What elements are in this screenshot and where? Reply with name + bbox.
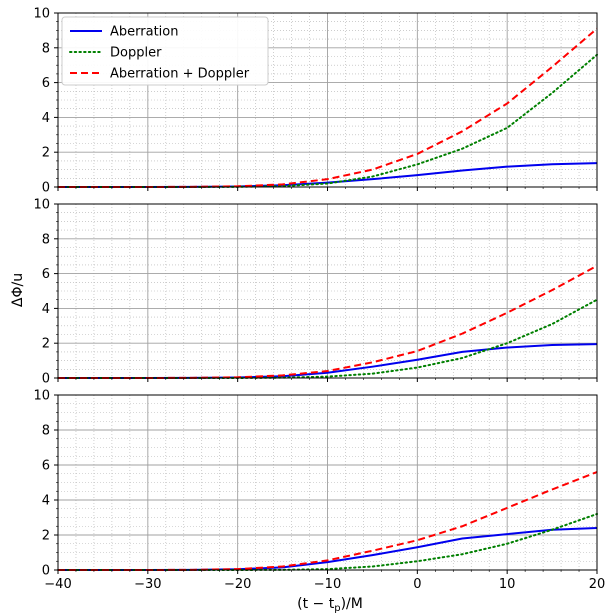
y-axis-label: ΔΦ/u	[10, 273, 26, 307]
y-tick-label: 2	[42, 529, 50, 544]
legend-label-2: Doppler	[110, 46, 162, 61]
y-tick-label: 6	[42, 267, 50, 282]
x-tick-label: −40	[44, 577, 71, 592]
x-tick-label: 20	[589, 577, 606, 592]
y-tick-label: 4	[42, 111, 50, 126]
y-tick-label: 0	[42, 564, 50, 579]
x-axis-label-main: (t − t	[297, 596, 335, 612]
x-tick-label: −10	[314, 577, 341, 592]
y-tick-label: 8	[42, 41, 50, 56]
y-tick-label: 10	[33, 7, 50, 22]
chart-panels: 0 2 4 6 8 10 0 2 4 6 8 10 0 2 4 6 8 10 −40 −30 −20 −10 0 10 20	[33, 7, 605, 593]
y-tick-label: 0	[42, 181, 50, 196]
legend-label-1: Aberration	[110, 25, 178, 40]
panel-2: 0 2 4 6 8 10	[33, 198, 598, 387]
panel-1: 0 2 4 6 8 10	[33, 7, 598, 196]
y-tick-label: 2	[42, 146, 50, 161]
y-tick-label: 0	[42, 372, 50, 387]
y-tick-label: 10	[33, 389, 50, 404]
y-tick-label: 8	[42, 424, 50, 439]
y-tick-label: 6	[42, 76, 50, 91]
x-axis-label-tail: )/M	[341, 596, 363, 612]
y-tick-label: 4	[42, 494, 50, 509]
y-tick-label: 6	[42, 459, 50, 474]
y-tick-label: 4	[42, 302, 50, 317]
legend: Aberration Doppler Aberration + Doppler	[61, 16, 269, 86]
x-tick-label: 10	[499, 577, 516, 592]
x-axis-label: (t − tp)/M	[297, 596, 363, 614]
legend-box	[61, 16, 269, 86]
panel-3: 0 2 4 6 8 10 −40 −30 −20 −10 0 10 20	[33, 389, 605, 593]
y-tick-label: 10	[33, 198, 50, 213]
x-axis-label-subscript: p	[334, 603, 340, 614]
x-tick-label: 0	[413, 577, 421, 592]
x-tick-label: −30	[134, 577, 161, 592]
legend-label-3: Aberration + Doppler	[110, 67, 250, 82]
y-tick-label: 8	[42, 232, 50, 247]
y-tick-label: 2	[42, 337, 50, 352]
x-tick-label: −20	[224, 577, 251, 592]
